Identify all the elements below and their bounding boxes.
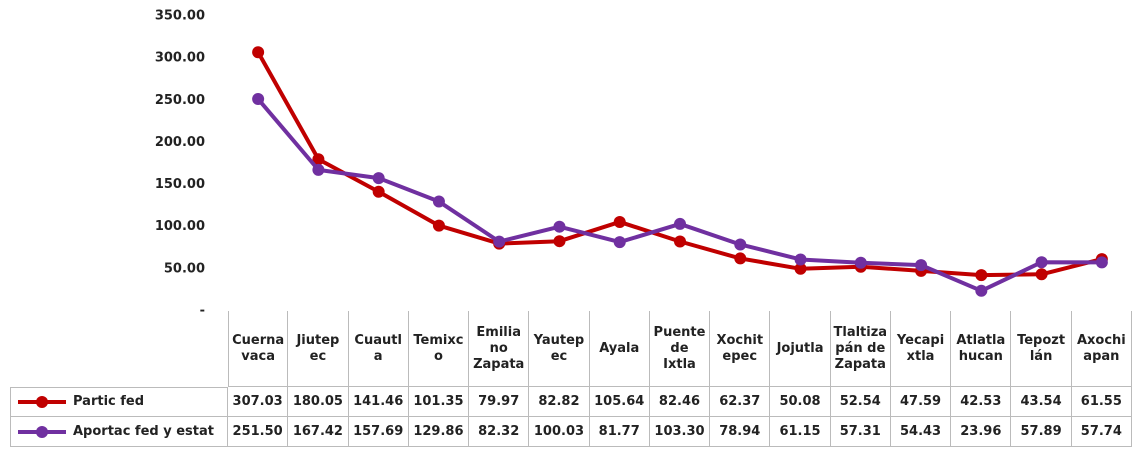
category-label: Emilia no Zapata [469, 311, 530, 387]
y-tick-label: 150.00 [155, 177, 205, 192]
category-label: Xochit epec [710, 311, 771, 387]
point [794, 253, 807, 266]
data-label: 105.64 [589, 387, 650, 417]
point [674, 235, 686, 248]
data-label: 157.69 [348, 417, 409, 447]
point [674, 217, 686, 230]
data-label: 307.03 [228, 387, 289, 417]
data-label: 82.32 [469, 417, 530, 447]
data-label: 251.50 [228, 417, 289, 447]
point [372, 185, 385, 198]
category-label: Atlatla hucan [951, 311, 1012, 387]
y-tick-label: 300.00 [155, 51, 205, 66]
y-tick-label: 200.00 [155, 135, 205, 150]
category-label: Cuerna vaca [228, 311, 289, 387]
point [372, 172, 385, 185]
point [553, 220, 566, 233]
category-label: Yecapi xtla [890, 311, 952, 387]
data-label: 61.55 [1071, 387, 1132, 417]
category-label: Puente de Ixtla [649, 311, 711, 387]
data-label: 42.53 [951, 387, 1012, 417]
category-label: Tepozt lán [1011, 311, 1072, 387]
point [915, 259, 928, 272]
category-label: Ayala [589, 311, 650, 387]
data-label: 57.31 [830, 417, 891, 447]
y-tick-label: 100.00 [155, 219, 205, 234]
data-label: 101.35 [408, 387, 470, 417]
point [1035, 256, 1048, 269]
data-label: 23.96 [951, 417, 1012, 447]
point [493, 235, 506, 248]
data-label: 78.94 [710, 417, 771, 447]
legend-entry: Partic fed [10, 387, 228, 417]
point [252, 93, 265, 106]
point [734, 238, 747, 251]
data-label: 81.77 [589, 417, 650, 447]
data-label: 141.46 [348, 387, 409, 417]
data-label: 129.86 [408, 417, 470, 447]
data-label: 180.05 [288, 387, 349, 417]
data-label: 167.42 [288, 417, 349, 447]
data-label: 103.30 [649, 417, 711, 447]
category-label: Cuautl a [348, 311, 409, 387]
point [794, 262, 807, 275]
data-label: 47.59 [890, 387, 952, 417]
category-label: Temixc o [408, 311, 470, 387]
category-label: Jojutla [770, 311, 831, 387]
data-label: 100.03 [529, 417, 590, 447]
y-tick-label: 250.00 [155, 93, 205, 108]
point [854, 256, 867, 269]
point [252, 46, 265, 59]
y-tick-label: 350.00 [155, 9, 205, 24]
legend-marker [36, 396, 48, 408]
point [1035, 268, 1048, 281]
data-label: 61.15 [770, 417, 831, 447]
y-tick-label: 50.00 [164, 261, 205, 276]
point [975, 269, 988, 282]
point [553, 235, 566, 248]
category-label: Yautep ec [529, 311, 590, 387]
point [312, 153, 325, 166]
point [312, 163, 325, 176]
y-tick-label: - [200, 304, 205, 319]
legend-entry: Aportac fed y estat [10, 417, 228, 447]
point [613, 215, 626, 228]
category-label: Tlaltiza pán de Zapata [830, 311, 891, 387]
point [613, 236, 626, 249]
data-label: 57.74 [1071, 417, 1132, 447]
data-label: 79.97 [469, 387, 530, 417]
point [1095, 256, 1108, 269]
data-label: 54.43 [890, 417, 952, 447]
data-label: 43.54 [1011, 387, 1072, 417]
point [432, 195, 445, 208]
category-label: Jiutep ec [288, 311, 349, 387]
data-label: 57.89 [1011, 417, 1072, 447]
category-label: Axochi apan [1071, 311, 1132, 387]
data-label: 52.54 [830, 387, 891, 417]
data-label: 82.82 [529, 387, 590, 417]
point [975, 284, 988, 297]
legend-marker [36, 426, 48, 438]
point [432, 219, 445, 232]
data-label: 62.37 [710, 387, 771, 417]
point [734, 252, 747, 265]
data-label: 82.46 [649, 387, 711, 417]
data-label: 50.08 [770, 387, 831, 417]
